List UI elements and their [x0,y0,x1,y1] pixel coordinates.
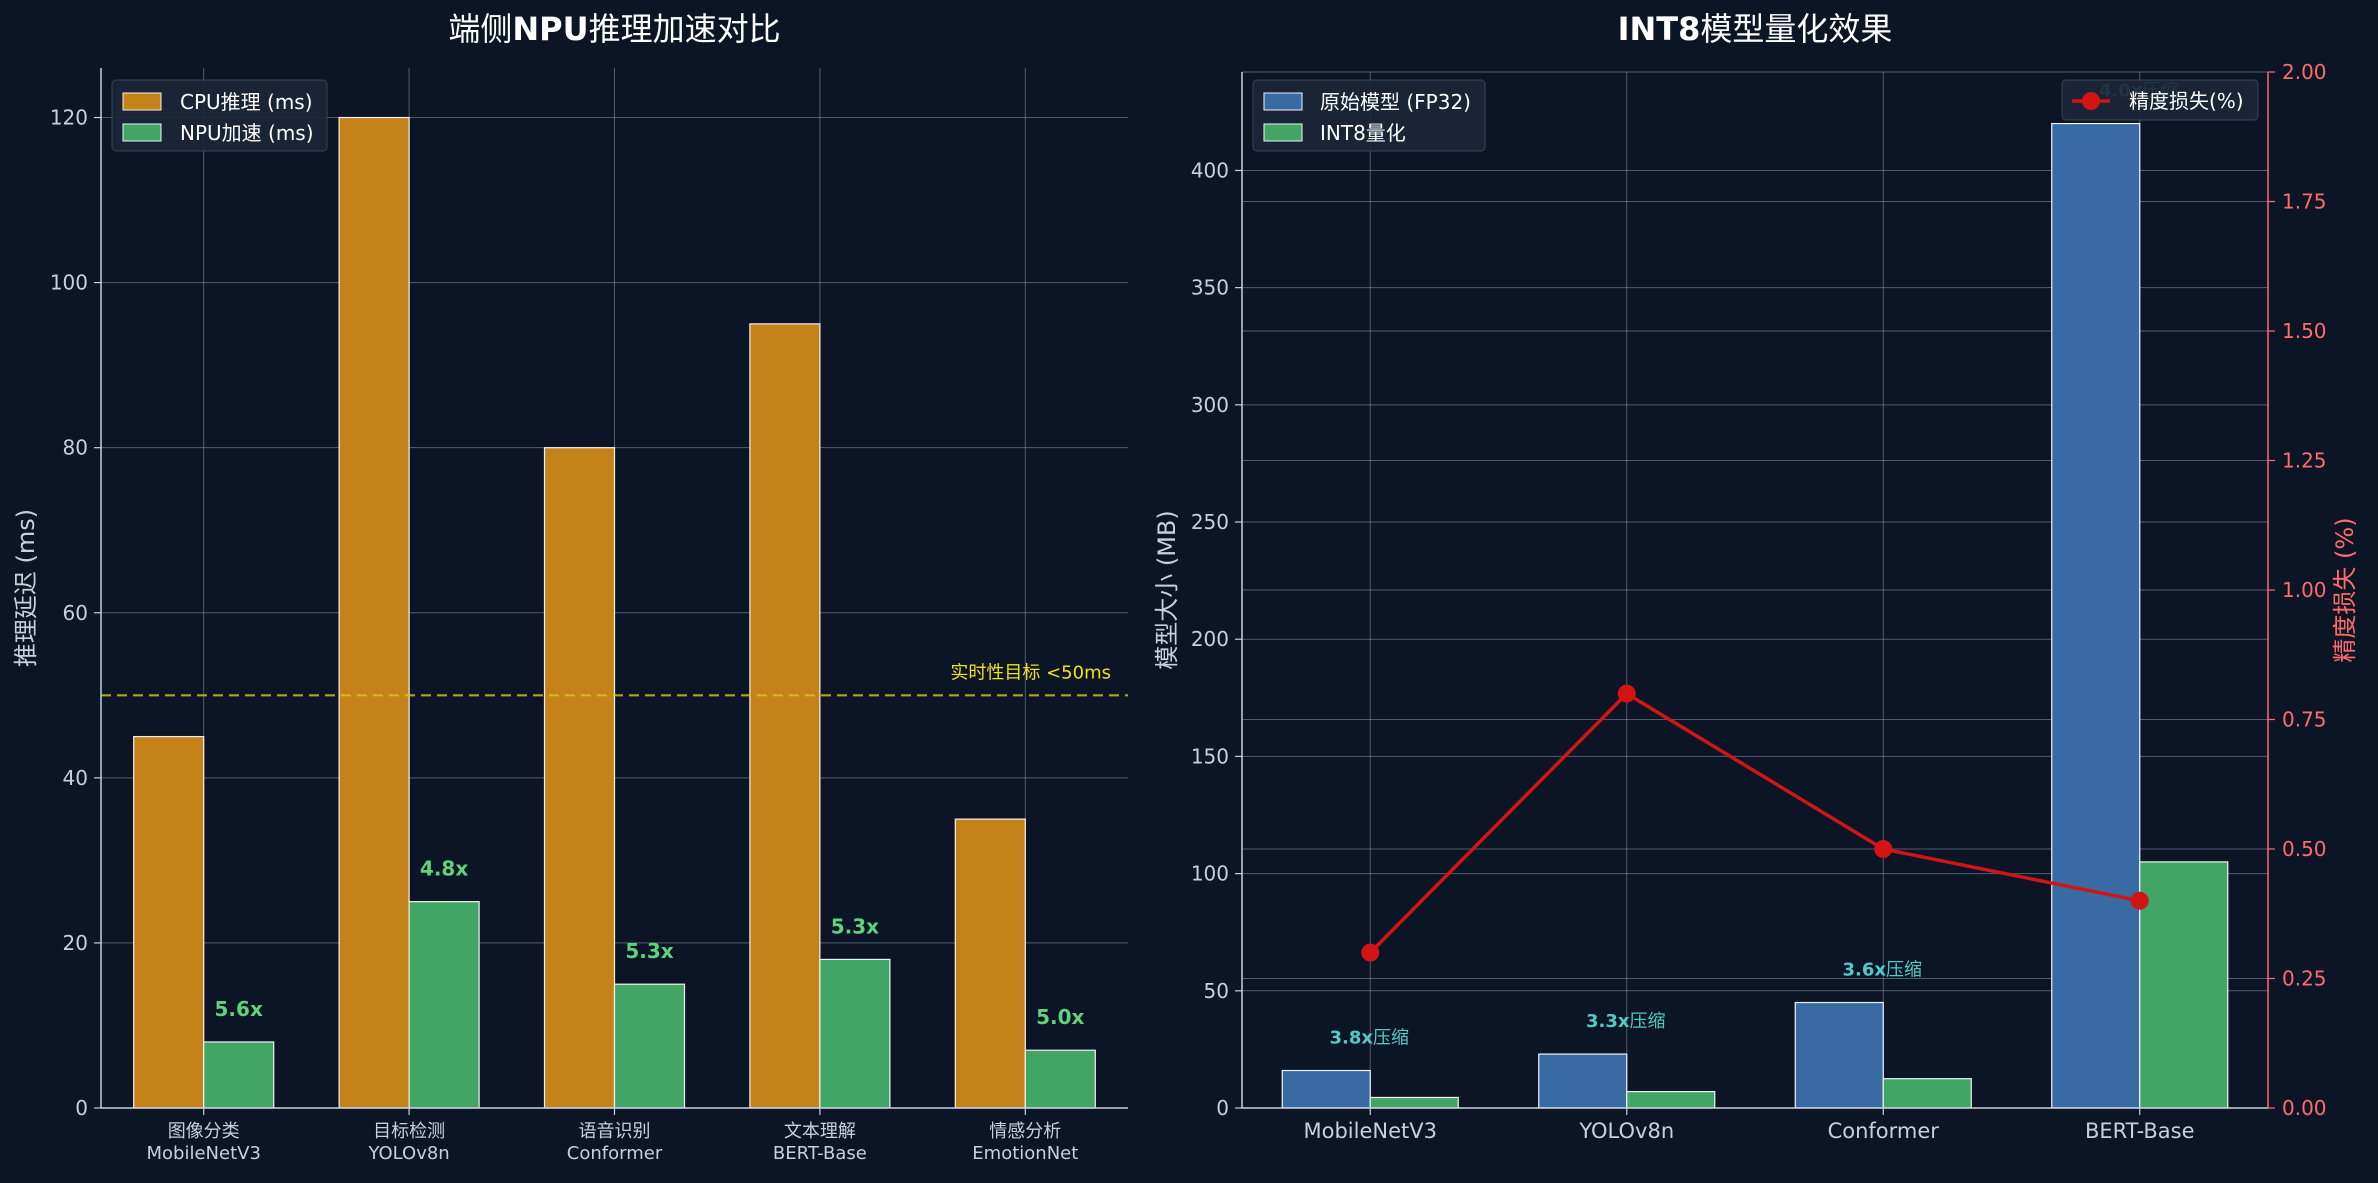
compression-label: 3.6x压缩 [1843,960,1923,981]
y2-tick-label: 1.00 [2282,578,2327,602]
y-tick-label: 250 [1191,510,1229,534]
legend-swatch-npu [122,123,162,142]
accuracy-loss-line [1369,691,2141,954]
y-axis-label: 模型大小 (MB) [1153,510,1181,670]
y-tick-label: 20 [63,931,88,955]
fp32-bar [1281,1069,1371,1109]
y-tick-label: 200 [1191,627,1229,651]
quantization-chart: 3.8x压缩3.3x压缩3.6x压缩4.0x压缩0501001502002503… [1153,10,2359,1143]
int8-bar [1626,1090,1716,1109]
y-tick-label: 150 [1191,744,1229,768]
npu-bar [408,901,480,1109]
y-tick-label: 40 [63,766,88,790]
npu-bar [613,983,686,1109]
y-tick-label: 100 [1191,862,1229,886]
compression-label: 3.3x压缩 [1586,1011,1666,1032]
legend-box [2061,79,2259,121]
legend-box [1252,79,1486,152]
x-tick-label: Conformer [1828,1119,1940,1143]
y-tick-label: 100 [50,271,88,295]
int8-bar [2139,861,2229,1109]
x-tick-label-task: 文本理解 [784,1121,856,1142]
legend-swatch-accuracy-marker [2082,92,2100,110]
x-tick-label-model: Conformer [567,1143,663,1164]
accuracy-loss-point [1874,840,1893,858]
y-tick-label: 300 [1191,393,1229,417]
accuracy-loss-point [1361,943,1380,962]
fp32-bar [1538,1053,1628,1109]
cpu-bar [338,116,410,1109]
y2-tick-label: 0.50 [2282,837,2327,861]
x-tick-label-model: BERT-Base [773,1143,867,1164]
x-tick-label-task: 图像分类 [168,1121,240,1142]
y-tick-label: 60 [63,601,88,625]
x-tick-label-model: MobileNetV3 [146,1143,260,1164]
legend-box [111,79,328,152]
legend-label-cpu: CPU推理 (ms) [180,90,313,114]
cpu-bar [543,447,616,1109]
x-tick-label-task: 情感分析 [989,1121,1061,1142]
int8-bar [1369,1096,1459,1109]
y2-tick-label: 1.50 [2282,319,2327,343]
speedup-label: 5.0x [1036,1005,1084,1029]
chart-title: INT8模型量化效果 [1618,10,1893,48]
fp32-bar [1794,1001,1884,1109]
y2-tick-label: 0.00 [2282,1096,2327,1120]
speedup-label: 5.3x [831,914,879,938]
y-tick-label: 50 [1204,979,1229,1003]
x-tick-label-model: EmotionNet [972,1143,1078,1164]
cpu-bar [133,735,205,1109]
legend: CPU推理 (ms) NPU加速 (ms) [111,79,328,152]
x-tick-label-task: 语音识别 [579,1121,651,1142]
speedup-label: 4.8x [420,857,468,881]
legend-label-accuracy: 精度损失(%) [2129,89,2244,113]
x-tick-label: YOLOv8n [1578,1119,1674,1143]
y2-tick-label: 1.25 [2282,449,2327,473]
compression-label: 3.8x压缩 [1330,1027,1410,1048]
npu-bar [819,958,891,1109]
accuracy-loss-point [1617,684,1636,703]
y2-tick-label: 1.75 [2282,190,2327,214]
x-tick-label-task: 目标检测 [373,1121,445,1142]
speedup-label: 5.6x [215,997,263,1021]
speedup-label: 5.3x [625,939,673,963]
x-tick-label-model: YOLOv8n [367,1143,449,1164]
legend-accuracy: 精度损失(%) [2061,79,2259,121]
cpu-bar [954,818,1026,1109]
legend-label-int8: INT8量化 [1320,121,1406,145]
y2-tick-label: 2.00 [2282,60,2327,84]
x-tick-label: MobileNetV3 [1304,1119,1437,1143]
latency-chart: 5.6x 4.8x 5.3x 5.3x 5.0x 实时性目标 <50ms 0 20 40 60 80… [12,10,1128,1164]
legend-swatch-int8 [1263,123,1303,142]
y-tick-label: 80 [63,436,88,460]
npu-bar [203,1041,275,1109]
target-label: 实时性目标 <50ms [950,662,1111,683]
accuracy-loss-point [2130,891,2149,910]
y-tick-label: 400 [1191,158,1229,182]
legend-swatch-fp32 [1263,92,1303,111]
int8-bar [1882,1078,1972,1109]
legend-label-npu: NPU加速 (ms) [180,121,314,145]
chart-title: 端侧NPU推理加速对比 [448,10,780,48]
y-tick-label: 0 [1216,1096,1229,1120]
legend: 原始模型 (FP32) INT8量化 [1252,79,1486,152]
legend-label-fp32: 原始模型 (FP32) [1320,90,1471,114]
y-tick-label: 120 [50,106,88,130]
npu-bar [1024,1049,1096,1109]
y-tick-label: 350 [1191,276,1229,300]
legend-swatch-cpu [122,92,162,111]
y-tick-label: 0 [75,1096,88,1120]
y2-tick-label: 0.25 [2282,967,2327,991]
cpu-bar [749,323,821,1109]
x-tick-label: BERT-Base [2085,1119,2195,1143]
fp32-bar [2051,122,2141,1109]
y2-axis-label: 精度损失 (%) [2331,517,2359,662]
y-axis-label: 推理延迟 (ms) [12,509,40,667]
y2-tick-label: 0.75 [2282,708,2327,732]
